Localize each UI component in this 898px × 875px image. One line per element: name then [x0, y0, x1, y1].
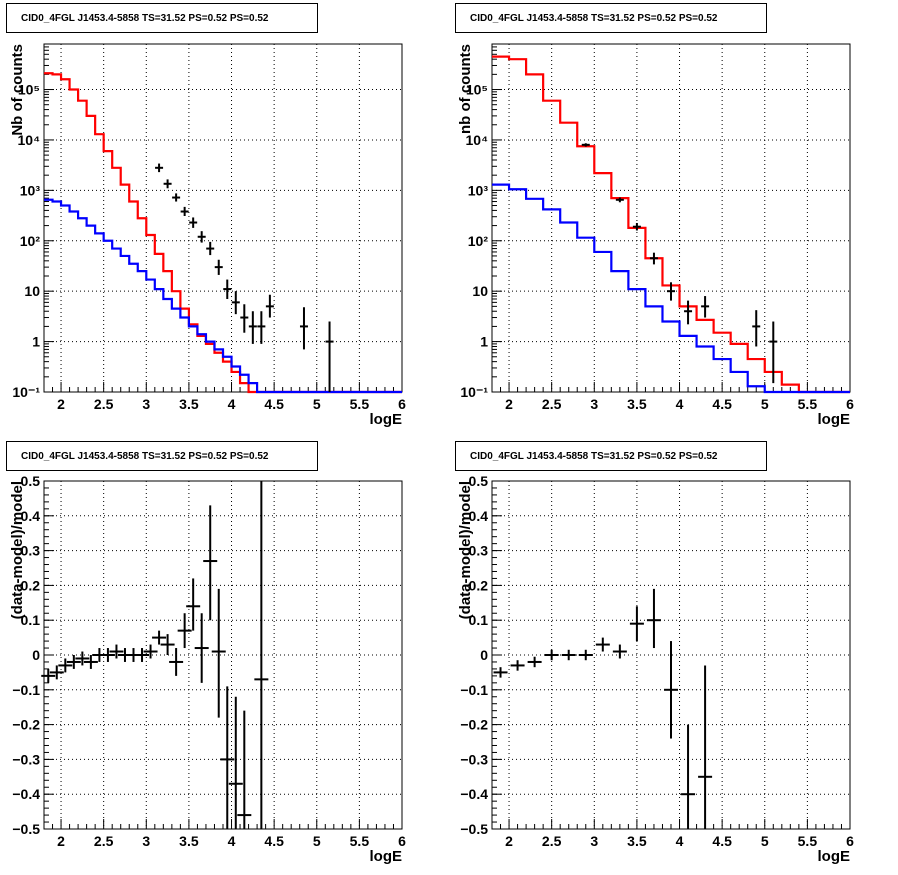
- y-tick-label: −0.3: [460, 751, 488, 767]
- x-tick-label: 5: [313, 833, 321, 849]
- x-tick-label: 5: [313, 396, 321, 412]
- x-tick-label: 4.5: [264, 396, 284, 412]
- x-tick-label: 2.5: [542, 833, 562, 849]
- x-axis-label: logE: [370, 411, 403, 428]
- x-tick-label: 3.5: [627, 396, 647, 412]
- x-tick-label: 3.5: [179, 833, 199, 849]
- y-tick-label: 0.1: [469, 612, 489, 628]
- x-axis-label: logE: [370, 848, 403, 865]
- y-tick-label: 10⁴: [18, 132, 41, 148]
- x-tick-label: 3: [142, 833, 150, 849]
- y-tick-label: 0.2: [469, 577, 489, 593]
- y-axis-label: (data-model)/model: [9, 481, 26, 619]
- plot-title-2: CID0_4FGL J1453.4-5858 TS=31.52 PS=0.52 …: [455, 3, 767, 33]
- x-tick-label: 5: [761, 396, 769, 412]
- x-tick-label: 2.5: [542, 396, 562, 412]
- plot-frame: [491, 480, 851, 830]
- y-tick-label: 10⁻¹: [12, 384, 40, 400]
- y-tick-label: 10³: [468, 182, 489, 198]
- y-tick-label: 0.5: [469, 473, 489, 489]
- x-tick-label: 4: [228, 396, 236, 412]
- y-tick-label: −0.4: [460, 786, 488, 802]
- x-tick-label: 3: [142, 396, 150, 412]
- y-tick-label: −0.2: [12, 717, 40, 733]
- x-axis-label: logE: [818, 411, 851, 428]
- y-tick-label: 10³: [20, 182, 41, 198]
- histogram-series-2: [44, 198, 402, 394]
- plot-frame: [43, 480, 403, 830]
- y-axis-label: nb of counts: [457, 44, 474, 134]
- y-tick-label: 10: [472, 283, 488, 299]
- x-tick-label: 2: [57, 396, 65, 412]
- x-tick-label: 2: [505, 396, 513, 412]
- y-tick-label: 10⁵: [466, 82, 488, 98]
- x-tick-label: 4: [676, 396, 684, 412]
- y-tick-label: 0.4: [21, 508, 41, 524]
- y-tick-label: 1: [32, 334, 40, 350]
- y-tick-label: −0.3: [12, 751, 40, 767]
- histogram-series-2: [492, 183, 850, 394]
- x-tick-label: 6: [398, 833, 406, 849]
- x-tick-label: 5.5: [798, 396, 818, 412]
- plot-title-3: CID0_4FGL J1453.4-5858 TS=31.52 PS=0.52 …: [6, 441, 318, 471]
- y-tick-label: 0.1: [21, 612, 41, 628]
- x-tick-label: 4: [676, 833, 684, 849]
- x-tick-label: 3: [590, 833, 598, 849]
- x-tick-label: 2.5: [94, 833, 114, 849]
- x-tick-label: 2: [505, 833, 513, 849]
- x-tick-label: 2: [57, 833, 65, 849]
- x-tick-label: 5.5: [350, 833, 370, 849]
- y-tick-label: −0.4: [12, 786, 40, 802]
- y-tick-label: 0: [32, 647, 40, 663]
- y-tick-label: −0.2: [460, 717, 488, 733]
- y-tick-label: 0.5: [21, 473, 41, 489]
- y-tick-label: 10²: [20, 233, 41, 249]
- x-tick-label: 6: [846, 396, 854, 412]
- x-tick-label: 3: [590, 396, 598, 412]
- x-tick-label: 4: [228, 833, 236, 849]
- y-tick-label: 10⁻¹: [460, 384, 488, 400]
- y-axis-label: Nb of counts: [9, 44, 26, 136]
- plot-frame: [491, 43, 851, 393]
- x-tick-label: 5: [761, 833, 769, 849]
- x-tick-label: 3.5: [179, 396, 199, 412]
- y-tick-label: 1: [480, 334, 488, 350]
- x-axis-label: logE: [818, 848, 851, 865]
- y-tick-label: 10⁵: [18, 82, 40, 98]
- x-tick-label: 5.5: [798, 833, 818, 849]
- y-tick-label: −0.1: [460, 682, 488, 698]
- y-tick-label: 0: [480, 647, 488, 663]
- y-tick-label: 10⁴: [466, 132, 489, 148]
- y-tick-label: 0.3: [469, 543, 489, 559]
- y-tick-label: 0.2: [21, 577, 41, 593]
- y-tick-label: 0.4: [469, 508, 489, 524]
- x-tick-label: 6: [398, 396, 406, 412]
- x-tick-label: 2.5: [94, 396, 114, 412]
- y-tick-label: −0.5: [12, 821, 40, 837]
- x-tick-label: 4.5: [712, 833, 732, 849]
- x-tick-label: 4.5: [712, 396, 732, 412]
- y-tick-label: −0.1: [12, 682, 40, 698]
- plot-title-4: CID0_4FGL J1453.4-5858 TS=31.52 PS=0.52 …: [455, 441, 767, 471]
- plot-title-1: CID0_4FGL J1453.4-5858 TS=31.52 PS=0.52 …: [6, 3, 318, 33]
- y-axis-label: (data-model)/model: [457, 481, 474, 619]
- y-tick-label: −0.5: [460, 821, 488, 837]
- x-tick-label: 5.5: [350, 396, 370, 412]
- x-tick-label: 4.5: [264, 833, 284, 849]
- y-tick-label: 10²: [468, 233, 489, 249]
- plot-frame: [43, 43, 403, 393]
- y-tick-label: 0.3: [21, 543, 41, 559]
- x-tick-label: 6: [846, 833, 854, 849]
- y-tick-label: 10: [24, 283, 40, 299]
- x-tick-label: 3.5: [627, 833, 647, 849]
